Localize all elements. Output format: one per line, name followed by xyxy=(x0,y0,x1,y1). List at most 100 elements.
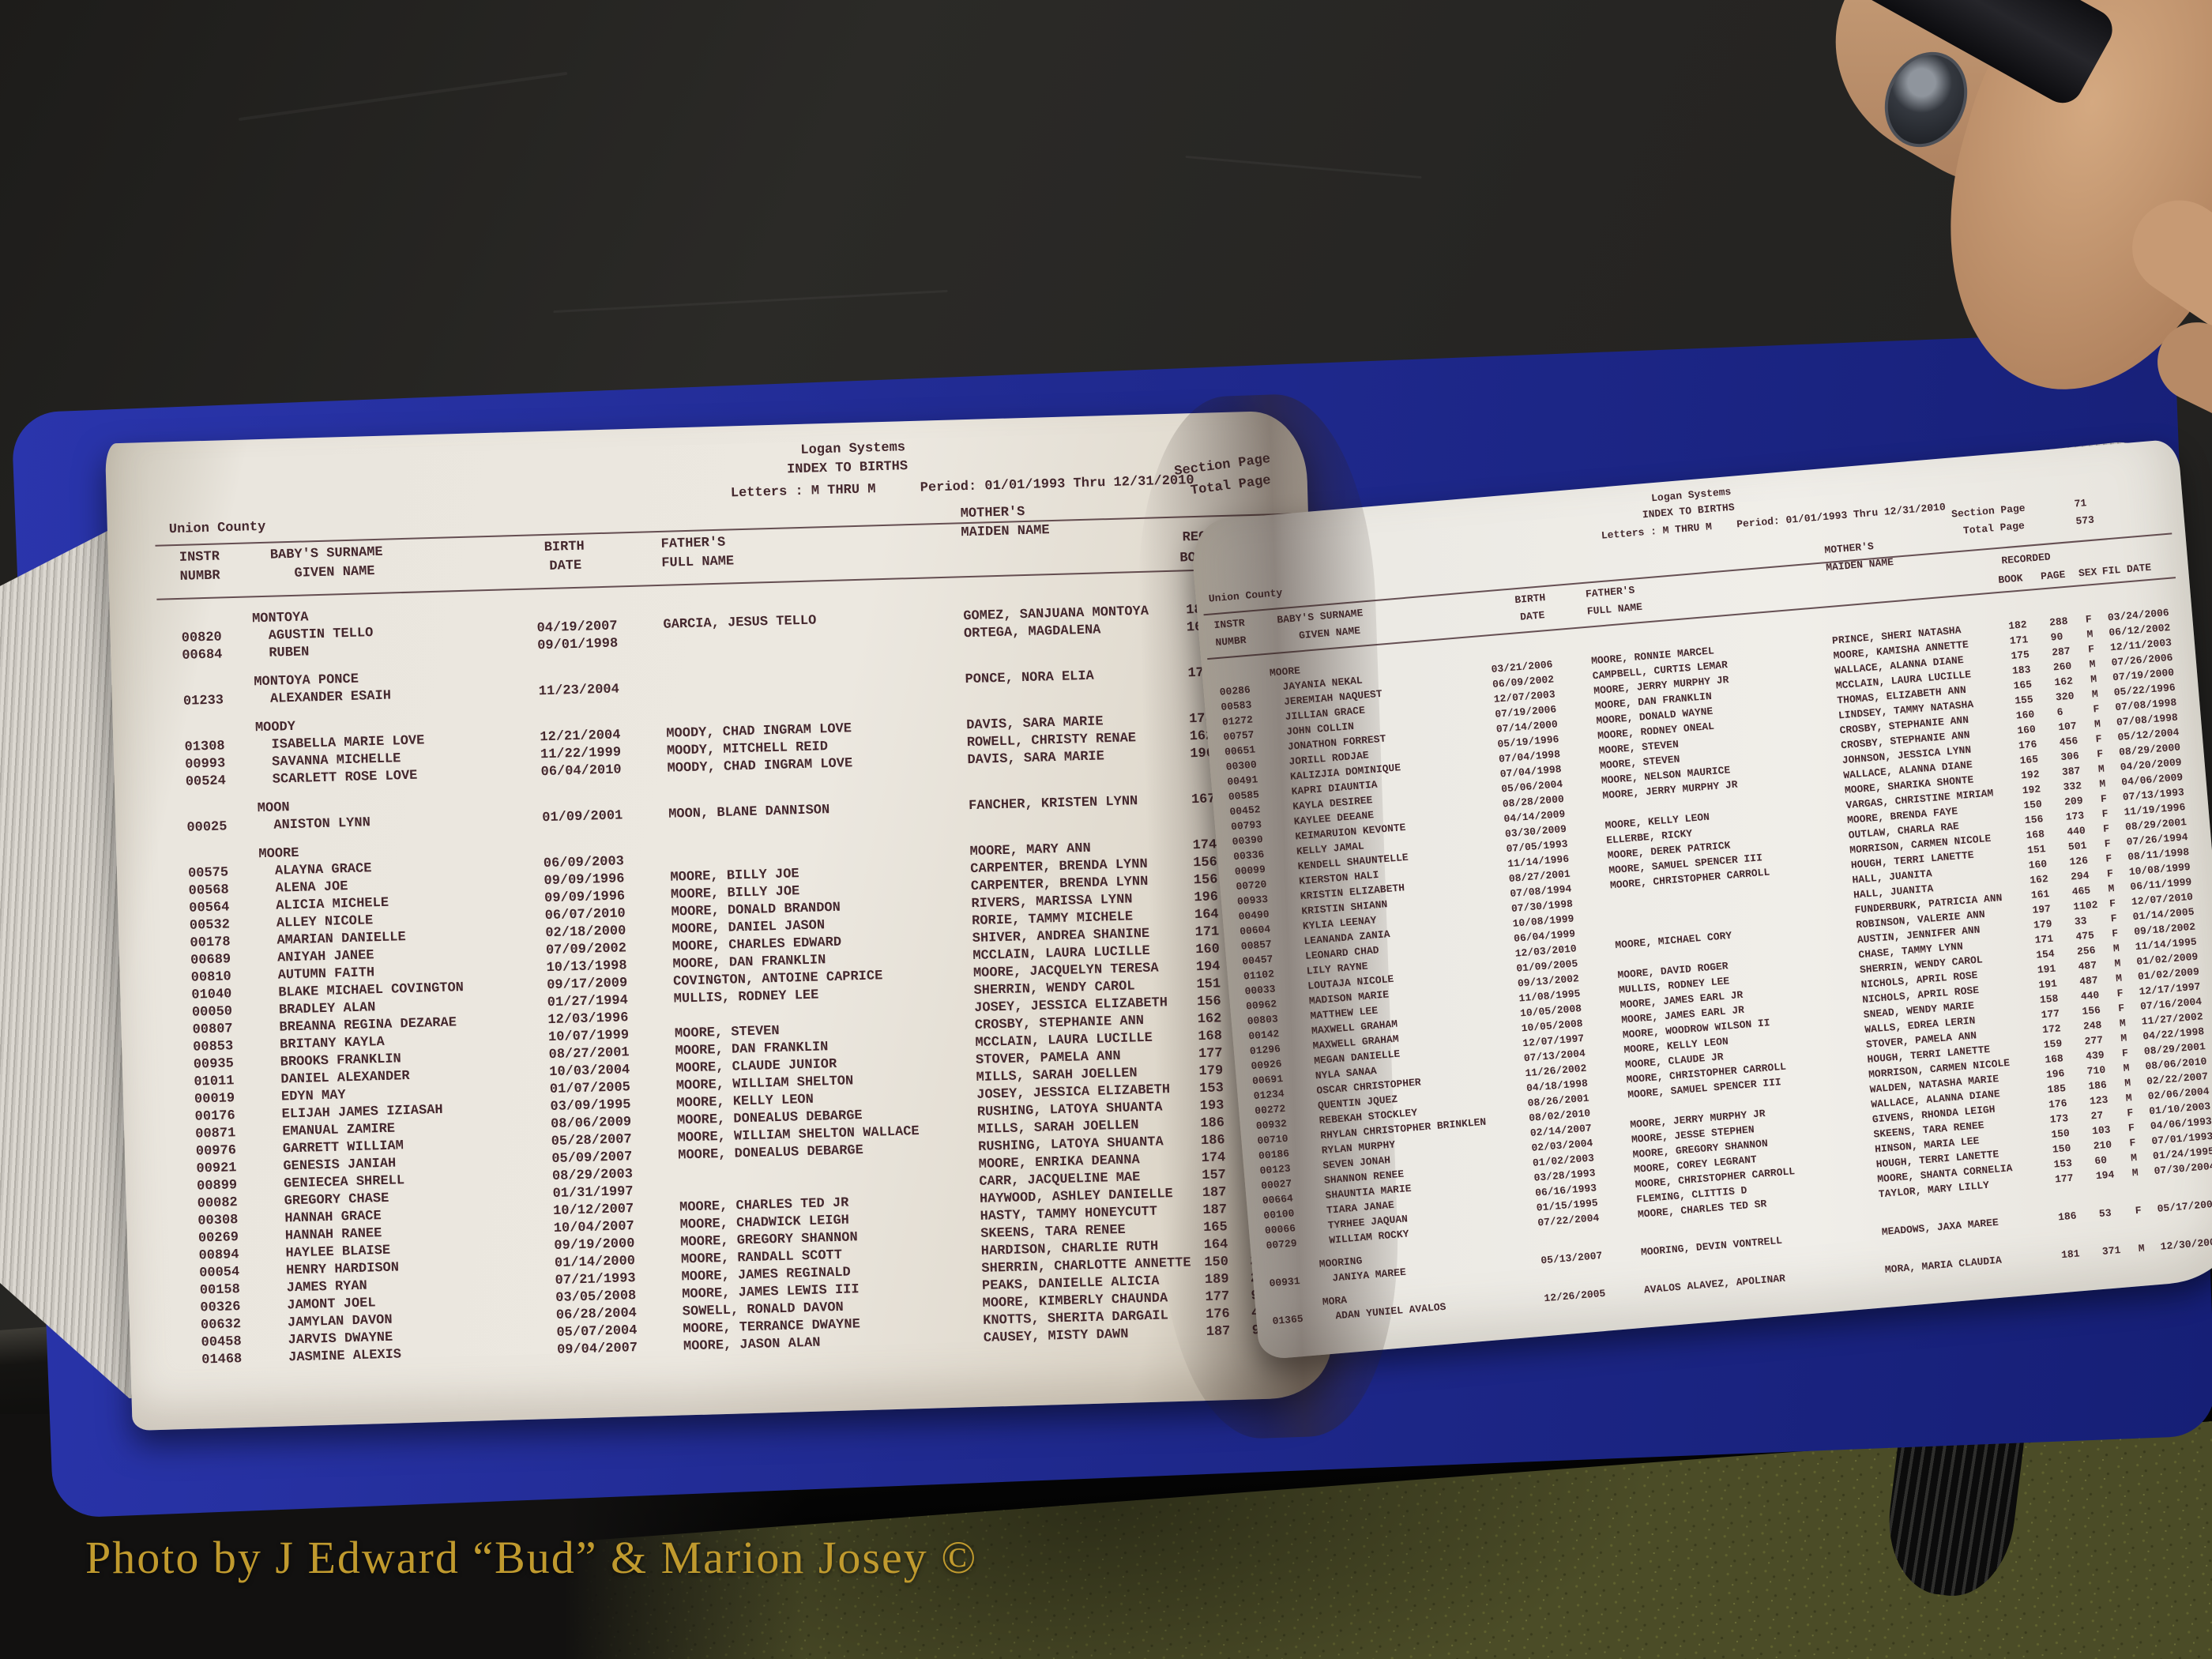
cell-book: 191 xyxy=(2037,962,2056,976)
col-mother2: MAIDEN NAME xyxy=(1825,556,1894,574)
cell-instr: 01011 xyxy=(194,1074,235,1090)
cell-book: 171 xyxy=(2009,634,2029,647)
cell-instr: 00099 xyxy=(1234,863,1266,878)
cell-sex: M xyxy=(2112,942,2120,955)
cell-sex: M xyxy=(2094,717,2101,731)
cell-date: 06/07/2010 xyxy=(544,906,626,924)
cell-sex: F xyxy=(2106,867,2114,880)
cell-instr: 01102 xyxy=(1243,968,1275,983)
cell-pg: 387 xyxy=(2061,765,2082,779)
cell-name: ALICIA MICHELE xyxy=(276,895,389,914)
cell-name: JAMES RYAN xyxy=(286,1278,368,1296)
cell-instr: 00568 xyxy=(188,882,229,899)
cell-name: SAVANNA MICHELLE xyxy=(271,751,401,770)
cell-sex: F xyxy=(2126,1107,2134,1119)
cell-instr: 00853 xyxy=(192,1039,234,1055)
cell-instr: 00336 xyxy=(1232,848,1265,863)
cell-book: 187 xyxy=(1202,1185,1227,1202)
cell-date: 11/22/1999 xyxy=(540,745,622,763)
surname-label: MONTOYA xyxy=(251,610,309,627)
cell-date: 10/04/2007 xyxy=(553,1219,635,1236)
period: Period: 01/01/1993 Thru 12/31/2010 xyxy=(1736,501,1947,531)
county: Union County xyxy=(168,519,266,538)
cell-date: 05/07/2004 xyxy=(556,1323,638,1341)
cell-date: 06/09/2003 xyxy=(543,854,625,872)
cell-date: 10/07/1999 xyxy=(547,1028,630,1046)
cell-sex: F xyxy=(2104,837,2112,850)
cell-instr: 01468 xyxy=(201,1352,243,1368)
cell-date: 10/12/2007 xyxy=(552,1202,634,1219)
cell-book: 197 xyxy=(2031,902,2052,916)
col-sex: SEX xyxy=(2078,566,2098,580)
cell-mother: SKEENS, TARA RENEE xyxy=(980,1222,1127,1242)
cell-name: GENIECEA SHRELL xyxy=(283,1173,405,1192)
cell-name: JAMONT JOEL xyxy=(287,1296,376,1314)
cell-sex: F xyxy=(2111,927,2119,940)
cell-instr: 00457 xyxy=(1241,953,1273,968)
cell-date: 07/09/2002 xyxy=(545,941,627,959)
cell-book: 196 xyxy=(2045,1067,2065,1082)
cell-instr: 01272 xyxy=(1221,713,1254,728)
cell-date: 07/21/1993 xyxy=(555,1271,636,1288)
cell-book: 160 xyxy=(2028,858,2048,871)
col-name1: BABY'S SURNAME xyxy=(269,544,383,563)
cell-instr: 00807 xyxy=(192,1021,233,1038)
cell-sex: F xyxy=(2110,912,2118,925)
cell-pg: 60 xyxy=(2094,1154,2108,1168)
cell-pg: 27 xyxy=(2090,1109,2104,1123)
cell-instr: 00921 xyxy=(196,1161,237,1177)
cell-instr: 00123 xyxy=(1259,1162,1292,1177)
cell-book: 158 xyxy=(2039,992,2060,1006)
cell-pg: 1102 xyxy=(2072,898,2099,913)
cell-sex: F xyxy=(2096,747,2104,761)
cell-mother: MOORE, MARY ANN xyxy=(969,841,1091,860)
cell-name: JAMYLAN DAVON xyxy=(287,1312,393,1331)
cell-book: 179 xyxy=(2033,917,2053,931)
surname-label: MOORE xyxy=(1269,664,1301,679)
cell-instr: 00604 xyxy=(1239,923,1271,938)
cell-pg: 103 xyxy=(2091,1123,2112,1138)
cell-instr: 01365 xyxy=(1272,1312,1304,1328)
cell-name: ALENA JOE xyxy=(275,879,348,897)
surname-label: MOORING xyxy=(1319,1255,1363,1270)
cell-instr: 00793 xyxy=(1230,818,1262,833)
surname-label: MOORE xyxy=(258,845,299,863)
cell-instr: 00894 xyxy=(198,1247,239,1264)
cell-book: 181 xyxy=(2060,1247,2081,1262)
cell-book: 171 xyxy=(2034,932,2054,946)
cell-book: 156 xyxy=(1193,872,1218,889)
table-scratch xyxy=(553,289,948,314)
cell-book: 196 xyxy=(1194,890,1219,906)
cell-sex: F xyxy=(2092,702,2100,716)
cell-instr: 00720 xyxy=(1235,878,1268,893)
cell-instr: 00857 xyxy=(1240,938,1273,953)
col-father2: FULL NAME xyxy=(1586,600,1643,618)
cell-name: ANISTON LYNN xyxy=(273,815,371,833)
cell-sex: F xyxy=(2129,1136,2137,1149)
cell-name: AGUSTIN TELLO xyxy=(268,626,374,644)
cell-pg: 209 xyxy=(2063,795,2084,808)
cell-book: 159 xyxy=(2043,1037,2063,1051)
cell-pg: 440 xyxy=(2080,989,2100,1003)
col-instr1: INSTR xyxy=(179,549,220,566)
cell-book: 165 xyxy=(2019,753,2039,767)
cell-sex: F xyxy=(2085,613,2093,626)
cell-book: 156 xyxy=(1192,855,1218,871)
cell-name: ANIYAH JANEE xyxy=(276,948,374,966)
cell-instr: 00710 xyxy=(1256,1132,1289,1147)
cell-date: 09/04/2007 xyxy=(556,1341,638,1358)
cell-sex: F xyxy=(2117,1002,2125,1015)
cell-instr: 00632 xyxy=(200,1317,242,1334)
cell-pg: 33 xyxy=(2074,915,2088,928)
cell-date: 09/01/1998 xyxy=(536,636,619,654)
cell-sex: M xyxy=(2131,1166,2139,1179)
cell-father: MOORE, DAN FRANKLIN xyxy=(675,1040,829,1059)
table-scratch xyxy=(1185,155,1422,179)
total-page-value: 573 xyxy=(2075,514,2095,528)
cell-instr: 01234 xyxy=(1253,1087,1285,1103)
cell-sex: M xyxy=(2091,687,2099,701)
cell-name: GENESIS JANIAH xyxy=(283,1156,397,1175)
cell-date: 10/03/2004 xyxy=(549,1063,630,1081)
cell-instr: 00803 xyxy=(1247,1013,1279,1028)
cell-sex: M xyxy=(2130,1151,2138,1164)
